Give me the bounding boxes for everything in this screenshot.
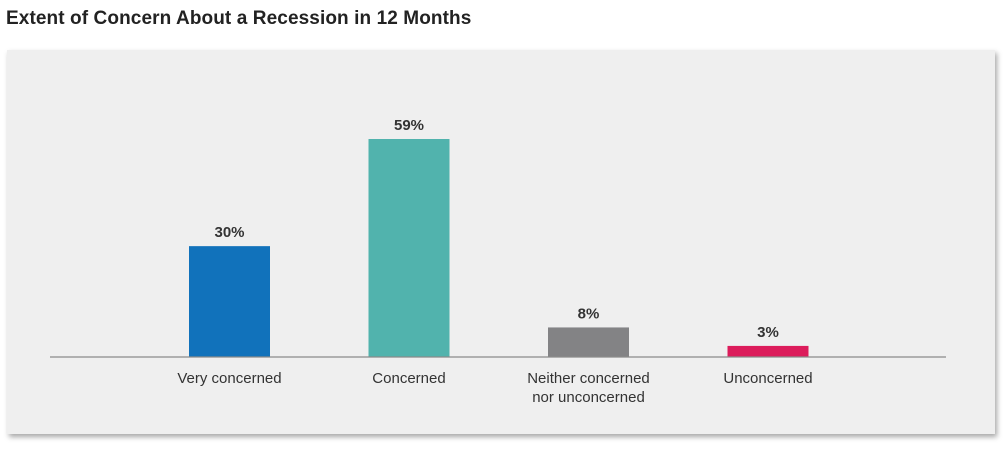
category-label-1: Concerned — [372, 370, 445, 387]
labels-layer: 30% Very concerned 59% Concerned 8% Neither c… — [177, 117, 812, 406]
bar-value-label-1: 59% — [394, 117, 424, 134]
bar-value-label-0: 30% — [214, 224, 244, 241]
bars-layer — [189, 139, 809, 357]
bar-value-label-3: 3% — [757, 324, 779, 341]
category-label-2-line-1: nor unconcerned — [532, 389, 645, 406]
chart-panel — [7, 50, 995, 434]
bar-2 — [548, 327, 629, 357]
bar-1 — [368, 139, 450, 357]
category-label-0: Very concerned — [177, 370, 281, 387]
category-label-2-line-0: Neither concerned — [527, 370, 650, 387]
chart-title: Extent of Concern About a Recession in 1… — [6, 8, 472, 29]
category-label-3: Unconcerned — [723, 370, 812, 387]
bar-3 — [727, 345, 809, 357]
bar-value-label-2: 8% — [578, 305, 600, 322]
bar-0 — [189, 246, 270, 357]
